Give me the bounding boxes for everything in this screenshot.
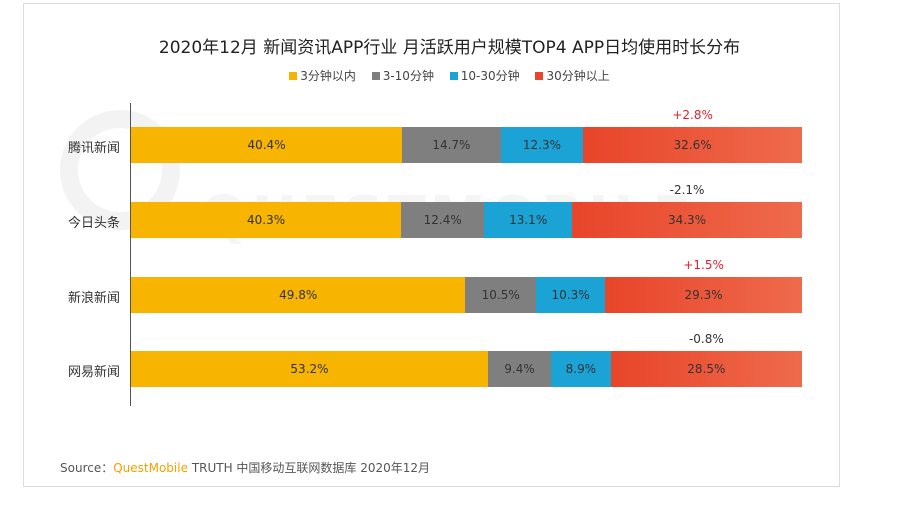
- data-label: 12.3%: [522, 138, 562, 152]
- data-label: 10.5%: [481, 288, 520, 302]
- y-axis-line: [130, 103, 131, 406]
- legend-swatch: [535, 72, 544, 80]
- data-label: 49.8%: [279, 288, 318, 302]
- chart-frame: [23, 3, 840, 487]
- legend-label: 30分钟以上: [546, 69, 610, 83]
- category-label: 今日头条: [67, 216, 120, 231]
- data-label: 12.4%: [423, 213, 462, 227]
- bar-segment-3-10min: 9.4%: [487, 351, 552, 387]
- bar-segment-over-30min: 28.5%: [610, 351, 802, 387]
- data-label: 28.5%: [687, 362, 726, 376]
- bar-segment-under-3min: 49.8%: [131, 277, 466, 313]
- chart-title: 2020年12月 新闻资讯APP行业 月活跃用户规模TOP4 APP日均使用时长…: [158, 38, 741, 58]
- legend-label: 3-10分钟: [382, 69, 434, 83]
- legend-swatch: [449, 72, 458, 80]
- category-label: 腾讯新闻: [67, 141, 120, 156]
- source-brand: QuestMobile: [113, 461, 188, 475]
- bar-segment-under-3min: 40.3%: [131, 202, 402, 238]
- change-annotation: +2.8%: [672, 108, 713, 122]
- legend-item-under-3min: 3分钟以内: [289, 67, 356, 84]
- category-label: 网易新闻: [67, 365, 120, 380]
- data-label: 13.1%: [509, 213, 548, 227]
- bar-segment-3-10min: 10.5%: [465, 277, 536, 313]
- bar-segment-10-30min: 12.3%: [500, 127, 584, 163]
- data-label: 10.3%: [551, 288, 590, 302]
- bar-segment-10-30min: 13.1%: [484, 202, 573, 238]
- data-label: 9.4%: [504, 362, 535, 376]
- category-label: 新浪新闻: [67, 291, 120, 306]
- source-note: Source：QuestMobile TRUTH 中国移动互联网数据库 2020…: [60, 459, 430, 476]
- legend-item-over-30min: 30分钟以上: [535, 67, 610, 84]
- bar-segment-10-30min: 10.3%: [536, 277, 606, 313]
- data-label: 53.2%: [290, 362, 329, 376]
- legend: 3分钟以内 3-10分钟 10-30分钟 30分钟以上: [0, 67, 899, 84]
- legend-swatch: [289, 72, 298, 80]
- change-annotation: +1.5%: [683, 258, 724, 272]
- bar-segment-3-10min: 12.4%: [401, 202, 485, 238]
- legend-label: 3分钟以内: [300, 69, 356, 83]
- data-label: 40.4%: [247, 138, 286, 152]
- data-label: 29.3%: [684, 288, 723, 302]
- bar-segment-10-30min: 8.9%: [551, 351, 611, 387]
- data-label: 32.6%: [673, 138, 712, 152]
- legend-item-10-30min: 10-30分钟: [449, 67, 520, 84]
- change-annotation: -2.1%: [669, 183, 705, 197]
- bar-segment-over-30min: 34.3%: [572, 202, 802, 238]
- bar-segment-over-30min: 29.3%: [605, 277, 802, 313]
- bar-segment-under-3min: 40.4%: [131, 127, 403, 163]
- data-label: 34.3%: [667, 213, 707, 227]
- change-annotation: -0.8%: [688, 332, 724, 346]
- bar-segment-over-30min: 32.6%: [583, 127, 802, 163]
- data-label: 14.7%: [432, 138, 471, 152]
- bar-segment-under-3min: 53.2%: [131, 351, 488, 387]
- bar-segment-3-10min: 14.7%: [402, 127, 501, 163]
- legend-swatch: [371, 72, 380, 80]
- data-label: 8.9%: [565, 362, 597, 376]
- legend-item-3-10min: 3-10分钟: [371, 67, 434, 84]
- source-rest: TRUTH 中国移动互联网数据库 2020年12月: [191, 461, 431, 475]
- legend-label: 10-30分钟: [460, 69, 520, 83]
- source-prefix: Source：: [60, 461, 114, 475]
- data-label: 40.3%: [247, 213, 286, 227]
